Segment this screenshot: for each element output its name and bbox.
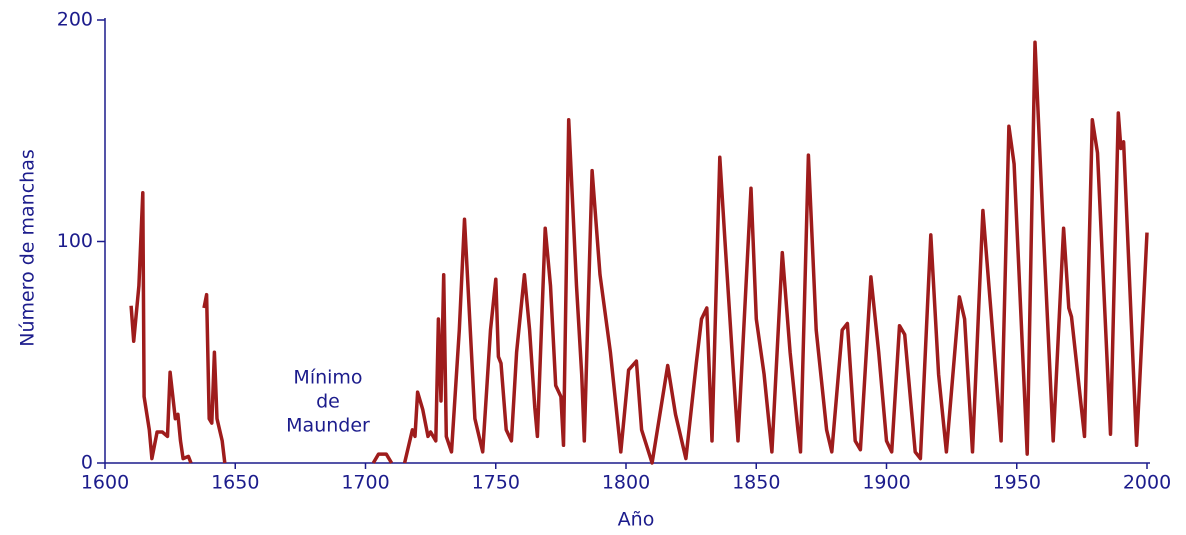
- x-axis-label: Año: [618, 509, 655, 531]
- x-tick-label: 2000: [1123, 472, 1171, 494]
- x-tick-label: 1600: [81, 472, 129, 494]
- annotation: de: [316, 391, 340, 413]
- x-tick-label: 1650: [211, 472, 259, 494]
- y-tick-label: 100: [57, 230, 93, 252]
- annotation: Maunder: [286, 415, 370, 437]
- x-tick-label: 1850: [732, 472, 780, 494]
- annotation: Mínimo: [293, 367, 362, 389]
- x-tick-label: 1700: [341, 472, 389, 494]
- x-tick-label: 1950: [993, 472, 1041, 494]
- y-tick-label: 200: [57, 9, 93, 31]
- x-tick-label: 1900: [862, 472, 910, 494]
- y-tick-label: 0: [81, 452, 93, 474]
- x-tick-label: 1800: [602, 472, 650, 494]
- x-tick-label: 1750: [472, 472, 520, 494]
- data-line: [129, 40, 1149, 465]
- y-axis-label: Número de manchas: [17, 149, 39, 347]
